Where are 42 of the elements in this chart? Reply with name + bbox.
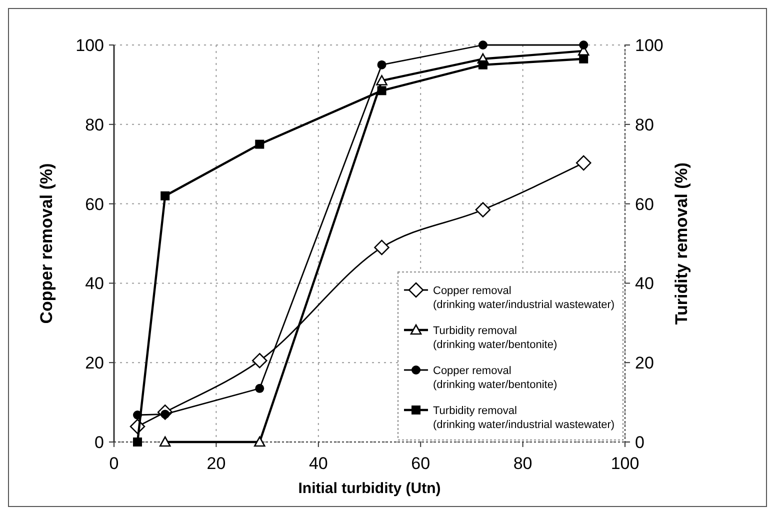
y2-tick-label: 40 <box>635 274 654 294</box>
point <box>475 202 491 218</box>
point <box>159 436 171 447</box>
point <box>160 191 170 200</box>
point <box>478 60 488 70</box>
point <box>376 75 388 86</box>
y2-tick-label: 60 <box>635 194 654 214</box>
y2-tick-label: 80 <box>635 115 654 134</box>
legend-label: Turbidity removal (drinking water/industrial wastewater) <box>433 405 615 431</box>
y-tick-label: 20 <box>85 354 104 373</box>
x-tick-label: 40 <box>308 454 328 473</box>
legend-label: Turbidity removal (drinking water/bentonite) <box>433 325 558 351</box>
point <box>255 140 264 149</box>
point <box>576 155 592 171</box>
y-tick-label: 0 <box>94 433 104 452</box>
y2-axis-title: Turidity removal (%) <box>672 162 691 325</box>
y2-tick-label: 20 <box>635 354 654 373</box>
x-tick-label: 60 <box>411 454 430 473</box>
point <box>579 40 588 50</box>
y2-tick-label: 0 <box>635 433 644 452</box>
y2-tick-label: 100 <box>635 36 664 55</box>
y-axis-title: Copper removal (%) <box>37 163 56 324</box>
point <box>133 438 142 446</box>
y-tick-label: 60 <box>85 194 104 214</box>
x-tick-label: 20 <box>206 454 226 473</box>
legend-label: Copper removal (drinking water/industrial wastewater) <box>433 285 615 311</box>
point <box>252 352 268 368</box>
y-tick-label: 100 <box>76 36 104 55</box>
point <box>377 60 386 70</box>
x-tick-label: 100 <box>610 454 640 473</box>
point <box>579 54 588 64</box>
point <box>254 436 266 447</box>
y-tick-label: 40 <box>85 274 104 294</box>
point <box>374 240 390 256</box>
point <box>255 384 264 393</box>
legend-label: Copper removal (drinking water/bentonite) <box>433 365 558 391</box>
point <box>478 40 488 50</box>
x-tick-label: 80 <box>513 454 532 473</box>
point <box>377 86 386 96</box>
x-axis-title: Initial turbidity (Utn) <box>298 480 441 497</box>
y-tick-label: 80 <box>85 115 104 134</box>
x-tick-label: 0 <box>109 454 119 473</box>
